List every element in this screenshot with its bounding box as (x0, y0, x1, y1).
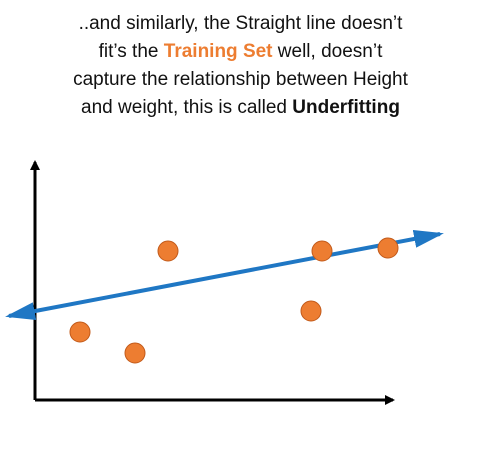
data-point-4 (300, 300, 322, 322)
caption-line-4-pre: and weight, this is called (81, 97, 293, 118)
caption-line-3: capture the relationship between Height (73, 69, 408, 90)
caption-line-2: fit’s the Training Set well, doesn’t (0, 38, 481, 66)
data-point-1 (69, 321, 91, 343)
underfitting-term: Underfitting (292, 97, 400, 118)
fit-line-group (5, 230, 444, 320)
caption: ..and similarly, the Straight line doesn… (0, 10, 481, 122)
data-points (69, 237, 399, 364)
axes (30, 160, 395, 405)
data-point-6 (377, 237, 399, 259)
caption-line-2-pre: fit’s the (98, 41, 164, 62)
data-point-5 (311, 240, 333, 262)
data-point-2 (124, 342, 146, 364)
caption-line-1: ..and similarly, the Straight line doesn… (78, 13, 403, 34)
caption-line-2-post: well, doesn’t (272, 41, 383, 62)
training-set-highlight: Training Set (163, 41, 273, 62)
fit-line (5, 230, 444, 320)
caption-line-4: and weight, this is called Underfitting (0, 94, 481, 122)
data-point-3 (157, 240, 179, 262)
